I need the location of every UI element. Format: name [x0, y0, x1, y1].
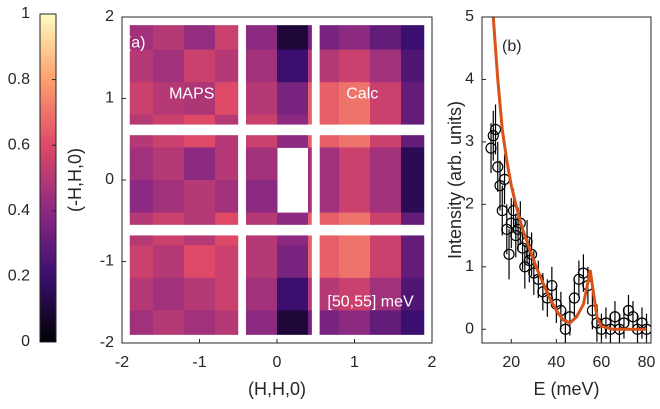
plot-area — [485, 17, 651, 343]
x-tick-label: 60 — [593, 354, 611, 371]
x-tick-label: 40 — [547, 354, 565, 371]
x-tick-label: -1 — [192, 354, 206, 371]
heatmap-cell — [277, 82, 309, 116]
heatmap-cell — [370, 180, 402, 214]
heatmap-cell — [153, 277, 185, 311]
y-tick-label: 2 — [465, 196, 474, 213]
y-tick-label: 0 — [105, 171, 114, 188]
colorbar-tick-label: 0.8 — [8, 71, 30, 88]
data-point — [503, 248, 515, 260]
heatmap-cell — [246, 245, 278, 279]
x-tick-label: 1 — [350, 354, 359, 371]
y-tick-label: 2 — [105, 8, 114, 25]
gap — [311, 17, 320, 225]
x-tick-label: 20 — [502, 354, 520, 371]
x-axis-label: E (meV) — [533, 379, 599, 399]
x-tick-label: 2 — [428, 354, 437, 371]
colorbar-tick-label: 0 — [21, 333, 30, 350]
heatmap-cell — [370, 82, 402, 116]
heatmap-cell — [153, 49, 185, 83]
heatmap-cell — [246, 49, 278, 83]
heatmap-cell — [339, 147, 371, 181]
y-tick-label: -2 — [100, 334, 114, 351]
data-point — [492, 161, 504, 173]
fit-line — [491, 17, 647, 331]
heatmap-cell — [370, 49, 402, 83]
heatmap-cell — [246, 180, 278, 214]
data-point — [525, 248, 538, 260]
gap — [122, 124, 432, 136]
x-axis-label: (H,H,0) — [248, 379, 306, 399]
y-tick-label: -1 — [100, 253, 114, 270]
heatmap-cell — [184, 180, 216, 214]
heatmap-cell — [339, 277, 371, 311]
y-axis-label: (-H,H,0) — [65, 148, 85, 212]
heatmap-cell — [153, 180, 185, 214]
heatmap-cell — [339, 245, 371, 279]
y-tick-label: 1 — [105, 90, 114, 107]
heatmap-cell — [339, 49, 371, 83]
colorbar — [39, 13, 57, 343]
annotation: Calc — [346, 86, 378, 103]
heatmap-cell — [246, 82, 278, 116]
heatmap-cell — [277, 245, 309, 279]
gap — [424, 17, 432, 343]
gap — [122, 334, 432, 343]
heatmap-cell — [153, 82, 185, 116]
x-tick-label: -2 — [115, 354, 129, 371]
gap — [122, 224, 432, 236]
heatmap-cell — [370, 245, 402, 279]
x-tick-label: 80 — [638, 354, 656, 371]
heatmap-cell — [370, 147, 402, 181]
gap — [311, 135, 320, 343]
annotation: (b) — [502, 38, 522, 55]
annotation: [50,55] meV — [327, 293, 414, 310]
annotation: MAPS — [169, 86, 214, 103]
y-tick-label: 0 — [465, 320, 474, 337]
heatmap-cell — [184, 147, 216, 181]
heatmap-cell — [153, 147, 185, 181]
heatmap-cell — [246, 147, 278, 181]
y-tick-label: 4 — [465, 71, 474, 88]
heatmap-cell — [339, 180, 371, 214]
heatmap-cell — [184, 277, 216, 311]
data-point — [489, 123, 502, 136]
y-axis-label: Intensity (arb. units) — [445, 101, 465, 259]
heatmap-cell — [153, 245, 185, 279]
colorbar-tick-label: 0.2 — [8, 268, 30, 285]
y-tick-label: 5 — [465, 8, 474, 25]
colorbar-tick-label: 0.4 — [8, 202, 30, 219]
colorbar-tick-label: 1 — [21, 5, 30, 22]
gap — [238, 17, 246, 225]
plot-frame — [481, 16, 652, 344]
heatmap-cell — [339, 82, 371, 116]
y-tick-label: 1 — [465, 258, 474, 275]
gap — [238, 135, 246, 343]
gap — [122, 17, 432, 26]
heatmap-cell — [277, 49, 309, 83]
y-tick-label: 3 — [465, 133, 474, 150]
heatmap-cell — [184, 245, 216, 279]
data-point — [487, 130, 499, 142]
x-tick-label: 0 — [273, 354, 282, 371]
heatmap-cell — [277, 277, 309, 311]
heatmap-cell — [184, 49, 216, 83]
heatmap-cell — [184, 82, 216, 116]
annotation: (a) — [126, 34, 146, 51]
heatmap-cell — [246, 277, 278, 311]
heatmap-cell — [370, 277, 402, 311]
colorbar-tick-label: 0.6 — [8, 136, 30, 153]
